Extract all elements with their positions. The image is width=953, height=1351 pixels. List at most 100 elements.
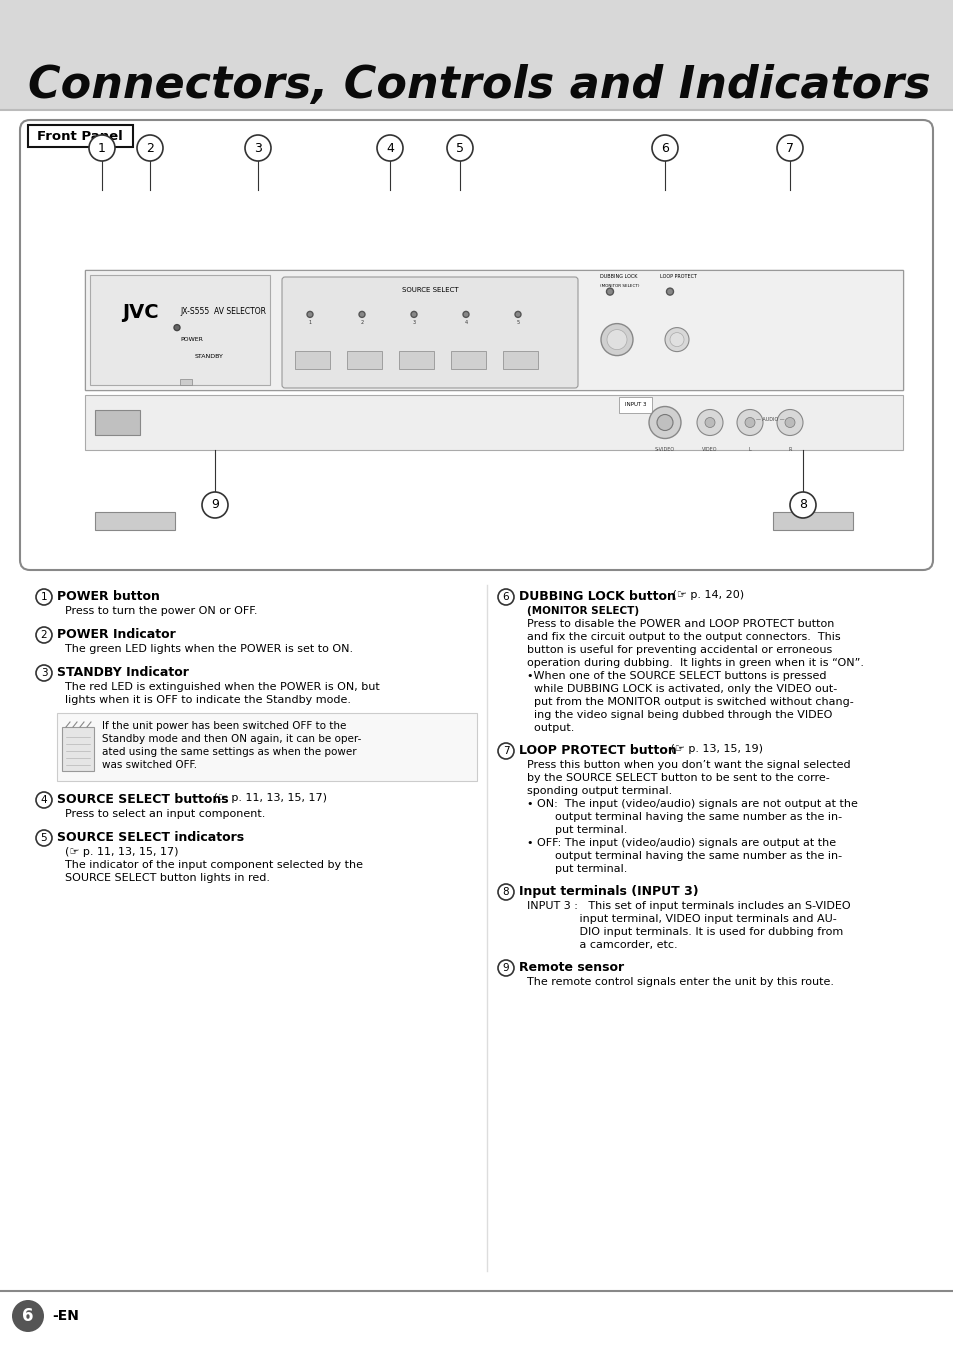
Text: DIO input terminals. It is used for dubbing from: DIO input terminals. It is used for dubb… xyxy=(526,927,842,938)
Text: ated using the same settings as when the power: ated using the same settings as when the… xyxy=(102,747,356,757)
Circle shape xyxy=(36,589,52,605)
Text: Front Panel: Front Panel xyxy=(37,130,123,142)
Text: (☞ p. 13, 15, 19): (☞ p. 13, 15, 19) xyxy=(666,744,762,754)
Text: 4: 4 xyxy=(41,794,48,805)
Text: Press this button when you don’t want the signal selected: Press this button when you don’t want th… xyxy=(526,761,850,770)
Bar xyxy=(451,351,485,369)
Text: STANDBY Indicator: STANDBY Indicator xyxy=(57,666,189,680)
Text: 9: 9 xyxy=(211,499,218,512)
Text: 9: 9 xyxy=(502,963,509,973)
Text: put terminal.: put terminal. xyxy=(526,865,627,874)
Bar xyxy=(95,409,140,435)
Text: SOURCE SELECT button lights in red.: SOURCE SELECT button lights in red. xyxy=(65,873,270,884)
Text: (☞ p. 11, 13, 15, 17): (☞ p. 11, 13, 15, 17) xyxy=(210,793,327,802)
Circle shape xyxy=(669,332,683,347)
Circle shape xyxy=(89,135,115,161)
Text: sponding output terminal.: sponding output terminal. xyxy=(526,786,672,796)
Text: The green LED lights when the POWER is set to ON.: The green LED lights when the POWER is s… xyxy=(65,644,353,654)
Text: Connectors, Controls and Indicators: Connectors, Controls and Indicators xyxy=(28,63,930,107)
Circle shape xyxy=(376,135,402,161)
Text: 8: 8 xyxy=(799,499,806,512)
Text: while DUBBING LOCK is activated, only the VIDEO out-: while DUBBING LOCK is activated, only th… xyxy=(526,684,837,694)
Text: R: R xyxy=(787,447,791,453)
Bar xyxy=(90,276,270,385)
Text: by the SOURCE SELECT button to be sent to the corre-: by the SOURCE SELECT button to be sent t… xyxy=(526,773,829,784)
Bar xyxy=(57,713,476,781)
Circle shape xyxy=(606,330,626,350)
Text: a camcorder, etc.: a camcorder, etc. xyxy=(526,940,677,950)
Text: -EN: -EN xyxy=(52,1309,79,1323)
Text: Standby mode and then ON again, it can be oper-: Standby mode and then ON again, it can b… xyxy=(102,734,361,744)
FancyBboxPatch shape xyxy=(282,277,578,388)
Circle shape xyxy=(497,589,514,605)
Circle shape xyxy=(664,327,688,351)
Text: POWER Indicator: POWER Indicator xyxy=(57,628,175,640)
Text: LOOP PROTECT: LOOP PROTECT xyxy=(659,273,697,278)
Circle shape xyxy=(36,665,52,681)
Circle shape xyxy=(137,135,163,161)
Text: 1: 1 xyxy=(308,320,312,324)
Text: (☞ p. 14, 20): (☞ p. 14, 20) xyxy=(668,590,743,600)
Circle shape xyxy=(666,288,673,295)
Text: VIDEO: VIDEO xyxy=(701,447,717,453)
Text: LOOP PROTECT button: LOOP PROTECT button xyxy=(518,744,676,757)
Text: Press to select an input component.: Press to select an input component. xyxy=(65,809,265,819)
Circle shape xyxy=(515,311,520,317)
Bar xyxy=(772,512,852,530)
Text: L: L xyxy=(748,447,751,453)
Circle shape xyxy=(789,492,815,517)
Circle shape xyxy=(358,311,365,317)
Text: 5: 5 xyxy=(41,834,48,843)
Text: button is useful for preventing accidental or erroneous: button is useful for preventing accident… xyxy=(526,644,831,655)
Text: output.: output. xyxy=(526,723,574,734)
Text: SOURCE SELECT buttons: SOURCE SELECT buttons xyxy=(57,793,229,807)
Text: — AUDIO —: — AUDIO — xyxy=(755,417,783,422)
Bar xyxy=(294,351,330,369)
Bar xyxy=(502,351,537,369)
Text: (MONITOR SELECT): (MONITOR SELECT) xyxy=(526,607,639,616)
Text: Remote sensor: Remote sensor xyxy=(518,961,623,974)
Text: 6: 6 xyxy=(502,592,509,603)
Text: input terminal, VIDEO input terminals and AU-: input terminal, VIDEO input terminals an… xyxy=(526,915,836,924)
Text: S-VIDEO: S-VIDEO xyxy=(655,447,675,453)
Text: 3: 3 xyxy=(41,667,48,678)
Text: 1: 1 xyxy=(98,142,106,154)
Circle shape xyxy=(600,324,633,355)
Text: Press to turn the power ON or OFF.: Press to turn the power ON or OFF. xyxy=(65,607,257,616)
Circle shape xyxy=(202,492,228,517)
Text: INPUT 3: INPUT 3 xyxy=(624,403,646,408)
Text: lights when it is OFF to indicate the Standby mode.: lights when it is OFF to indicate the St… xyxy=(65,694,351,705)
Text: 6: 6 xyxy=(22,1306,33,1325)
Circle shape xyxy=(606,288,613,295)
Circle shape xyxy=(497,884,514,900)
Bar xyxy=(180,380,192,385)
Circle shape xyxy=(648,407,680,439)
Bar xyxy=(85,270,902,390)
Bar xyxy=(28,126,132,147)
Circle shape xyxy=(462,311,469,317)
Text: 7: 7 xyxy=(502,746,509,757)
Bar xyxy=(85,394,902,450)
Bar xyxy=(0,0,953,109)
Bar xyxy=(398,351,434,369)
Text: 6: 6 xyxy=(660,142,668,154)
Bar xyxy=(95,512,174,530)
Text: SOURCE SELECT: SOURCE SELECT xyxy=(401,286,457,293)
Bar xyxy=(62,727,94,771)
Text: • ON:  The input (video/audio) signals are not output at the: • ON: The input (video/audio) signals ar… xyxy=(526,798,857,809)
Text: SOURCE SELECT indicators: SOURCE SELECT indicators xyxy=(57,831,244,844)
Text: (☞ p. 11, 13, 15, 17): (☞ p. 11, 13, 15, 17) xyxy=(65,847,178,857)
Circle shape xyxy=(411,311,416,317)
Circle shape xyxy=(776,135,802,161)
Text: was switched OFF.: was switched OFF. xyxy=(102,761,197,770)
Text: 3: 3 xyxy=(253,142,262,154)
Text: The remote control signals enter the unit by this route.: The remote control signals enter the uni… xyxy=(526,977,833,988)
Text: 1: 1 xyxy=(41,592,48,603)
Text: JX-S555  AV SELECTOR: JX-S555 AV SELECTOR xyxy=(180,308,266,316)
Text: 3: 3 xyxy=(412,320,416,324)
Text: JVC: JVC xyxy=(122,303,158,322)
Text: Press to disable the POWER and LOOP PROTECT button: Press to disable the POWER and LOOP PROT… xyxy=(526,619,834,630)
Circle shape xyxy=(651,135,678,161)
Circle shape xyxy=(744,417,754,427)
Circle shape xyxy=(497,743,514,759)
